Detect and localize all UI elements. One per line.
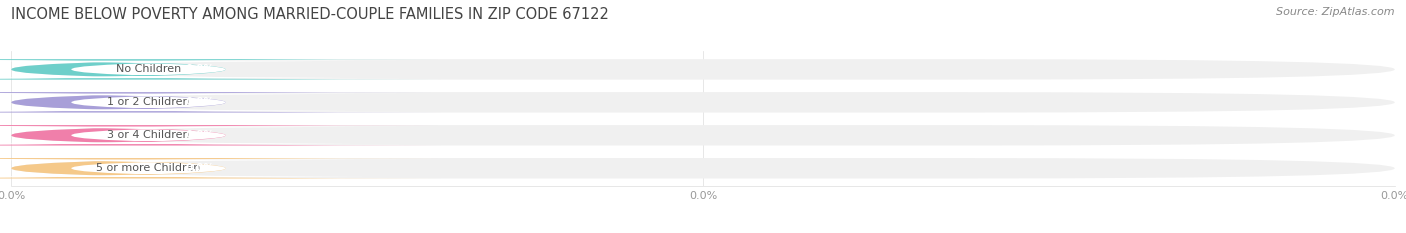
FancyBboxPatch shape (0, 94, 440, 111)
FancyBboxPatch shape (0, 92, 440, 113)
FancyBboxPatch shape (0, 127, 440, 144)
Text: 3 or 4 Children: 3 or 4 Children (107, 130, 190, 140)
Text: 0.0%: 0.0% (186, 130, 215, 140)
Text: INCOME BELOW POVERTY AMONG MARRIED-COUPLE FAMILIES IN ZIP CODE 67122: INCOME BELOW POVERTY AMONG MARRIED-COUPL… (11, 7, 609, 22)
Text: Source: ZipAtlas.com: Source: ZipAtlas.com (1277, 7, 1395, 17)
Text: 0.0%: 0.0% (186, 97, 215, 107)
FancyBboxPatch shape (0, 158, 440, 178)
Text: 0.0%: 0.0% (186, 64, 215, 74)
FancyBboxPatch shape (11, 92, 1395, 113)
FancyBboxPatch shape (0, 59, 440, 80)
FancyBboxPatch shape (11, 59, 1395, 80)
Text: 1 or 2 Children: 1 or 2 Children (107, 97, 190, 107)
FancyBboxPatch shape (0, 159, 440, 177)
FancyBboxPatch shape (0, 61, 440, 78)
Text: No Children: No Children (115, 64, 181, 74)
Text: 0.0%: 0.0% (186, 163, 215, 173)
FancyBboxPatch shape (11, 125, 1395, 146)
FancyBboxPatch shape (11, 158, 1395, 178)
FancyBboxPatch shape (0, 125, 440, 146)
Text: 5 or more Children: 5 or more Children (96, 163, 201, 173)
